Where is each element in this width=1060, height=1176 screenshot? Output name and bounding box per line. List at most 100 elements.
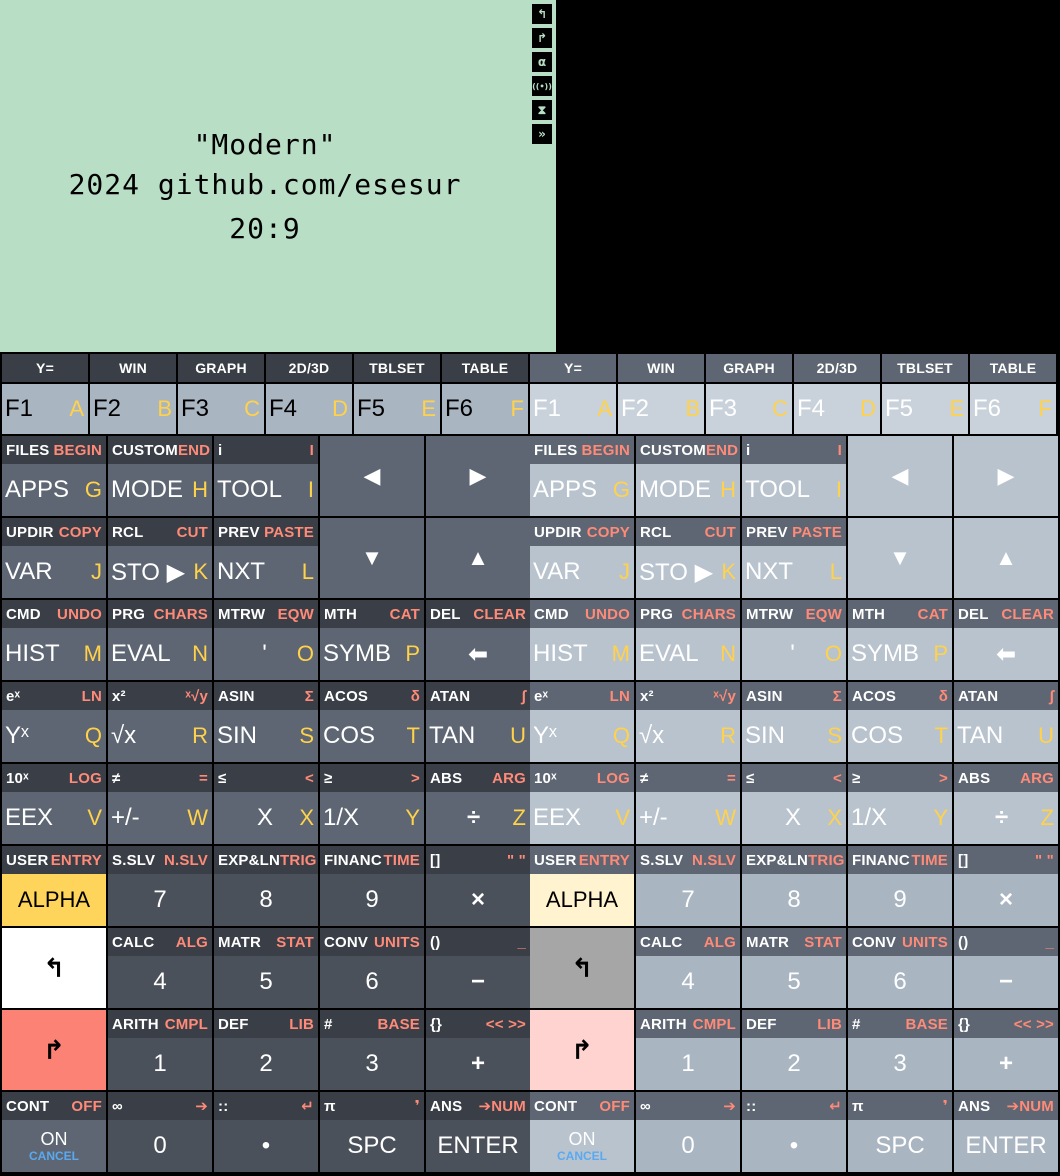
function-key-f3[interactable]: GRAPH F3 C (178, 354, 264, 434)
on-key[interactable]: CONT OFF ON CANCEL (2, 1092, 106, 1172)
eval-key[interactable]: PRG CHARS EVAL N (108, 600, 212, 680)
quote-key[interactable]: MTRW EQW ' O (742, 600, 846, 680)
tan-key[interactable]: ATAN ∫ TAN U (954, 682, 1058, 762)
n8-key[interactable]: EXP&LN TRIG 8 (214, 846, 318, 926)
right-key[interactable]: ▶ (954, 436, 1058, 516)
mode-key[interactable]: CUSTOM END MODE H (636, 436, 740, 516)
hist-key[interactable]: CMD UNDO HIST M (2, 600, 106, 680)
div-key[interactable]: ABS ARG ÷ Z (954, 764, 1058, 844)
nxt-key[interactable]: PREV PASTE NXT L (214, 518, 318, 598)
n6-key[interactable]: CONV UNITS 6 (848, 928, 952, 1008)
chs-key[interactable]: ≠ = +/- W (636, 764, 740, 844)
function-key-f1[interactable]: Y= F1 A (2, 354, 88, 434)
del-key[interactable]: DEL CLEAR ⬅ (954, 600, 1058, 680)
sqrt-key[interactable]: x² ˣ√y √x R (636, 682, 740, 762)
enter-key[interactable]: ANS ➔NUM ENTER (426, 1092, 530, 1172)
n4-key[interactable]: CALC ALG 4 (636, 928, 740, 1008)
add-key[interactable]: {} << >> + (426, 1010, 530, 1090)
inv-key[interactable]: ≥ >1/X Y (848, 764, 952, 844)
function-key-f3[interactable]: GRAPH F3 C (706, 354, 792, 434)
up-key[interactable]: ▲ (426, 518, 530, 598)
spc-key[interactable]: π ❜ SPC (320, 1092, 424, 1172)
n0-key[interactable]: ∞ ➔ 0 (636, 1092, 740, 1172)
add-key[interactable]: {} << >> + (954, 1010, 1058, 1090)
eex-key[interactable]: 10ˣ LOG EEX V (530, 764, 634, 844)
apps-key[interactable]: FILES BEGIN APPS G (2, 436, 106, 516)
n0-key[interactable]: ∞ ➔ 0 (108, 1092, 212, 1172)
rshift-key[interactable]: ↱ (530, 1010, 634, 1090)
del-key[interactable]: DEL CLEAR ⬅ (426, 600, 530, 680)
x-key[interactable]: ≤ < X X (742, 764, 846, 844)
sto-key[interactable]: RCL CUT STO ▶ K (108, 518, 212, 598)
yx-key[interactable]: eˣ LN Yˣ Q (530, 682, 634, 762)
left-key[interactable]: ◀ (848, 436, 952, 516)
quote-key[interactable]: MTRW EQW ' O (214, 600, 318, 680)
cos-key[interactable]: ACOS δ COS T (848, 682, 952, 762)
sub-key[interactable]: () _ − (954, 928, 1058, 1008)
sin-key[interactable]: ASIN Σ SIN S (742, 682, 846, 762)
symb-key[interactable]: MTH CAT SYMB P (848, 600, 952, 680)
sub-key[interactable]: () _ − (426, 928, 530, 1008)
chs-key[interactable]: ≠ = +/- W (108, 764, 212, 844)
var-key[interactable]: UPDIR COPY VAR J (2, 518, 106, 598)
n4-key[interactable]: CALC ALG 4 (108, 928, 212, 1008)
mul-key[interactable]: [] " " × (426, 846, 530, 926)
function-key-f1[interactable]: Y= F1 A (530, 354, 616, 434)
inv-key[interactable]: ≥ >1/X Y (320, 764, 424, 844)
hist-key[interactable]: CMD UNDO HIST M (530, 600, 634, 680)
mode-key[interactable]: CUSTOM END MODE H (108, 436, 212, 516)
function-key-f4[interactable]: 2D/3D F4 D (794, 354, 880, 434)
n7-key[interactable]: S.SLV N.SLV 7 (636, 846, 740, 926)
enter-key[interactable]: ANS ➔NUM ENTER (954, 1092, 1058, 1172)
n2-key[interactable]: DEF LIB 2 (742, 1010, 846, 1090)
n9-key[interactable]: FINANC TIME 9 (320, 846, 424, 926)
apps-key[interactable]: FILES BEGIN APPS G (530, 436, 634, 516)
function-key-f5[interactable]: TBLSET F5 E (354, 354, 440, 434)
up-key[interactable]: ▲ (954, 518, 1058, 598)
lshift-key[interactable]: ↰ (2, 928, 106, 1008)
n3-key[interactable]: # BASE 3 (848, 1010, 952, 1090)
tan-key[interactable]: ATAN ∫ TAN U (426, 682, 530, 762)
n1-key[interactable]: ARITH CMPL 1 (636, 1010, 740, 1090)
lshift-key[interactable]: ↰ (530, 928, 634, 1008)
function-key-f5[interactable]: TBLSET F5 E (882, 354, 968, 434)
function-key-f2[interactable]: WIN F2 B (618, 354, 704, 434)
dot-key[interactable]: :: ↵ • (214, 1092, 318, 1172)
function-key-f4[interactable]: 2D/3D F4 D (266, 354, 352, 434)
right-key[interactable]: ▶ (426, 436, 530, 516)
eex-key[interactable]: 10ˣ LOG EEX V (2, 764, 106, 844)
spc-key[interactable]: π ❜ SPC (848, 1092, 952, 1172)
on-key[interactable]: CONT OFF ON CANCEL (530, 1092, 634, 1172)
down-key[interactable]: ▼ (320, 518, 424, 598)
var-key[interactable]: UPDIR COPY VAR J (530, 518, 634, 598)
alpha-key[interactable]: USER ENTRY ALPHA (530, 846, 634, 926)
n5-key[interactable]: MATR STAT 5 (742, 928, 846, 1008)
div-key[interactable]: ABS ARG ÷ Z (426, 764, 530, 844)
n3-key[interactable]: # BASE 3 (320, 1010, 424, 1090)
cos-key[interactable]: ACOS δ COS T (320, 682, 424, 762)
yx-key[interactable]: eˣ LN Yˣ Q (2, 682, 106, 762)
down-key[interactable]: ▼ (848, 518, 952, 598)
function-key-f6[interactable]: TABLE F6 F (970, 354, 1056, 434)
alpha-key[interactable]: USER ENTRY ALPHA (2, 846, 106, 926)
n2-key[interactable]: DEF LIB 2 (214, 1010, 318, 1090)
sin-key[interactable]: ASIN Σ SIN S (214, 682, 318, 762)
n8-key[interactable]: EXP&LN TRIG 8 (742, 846, 846, 926)
function-key-f2[interactable]: WIN F2 B (90, 354, 176, 434)
rshift-key[interactable]: ↱ (2, 1010, 106, 1090)
n6-key[interactable]: CONV UNITS 6 (320, 928, 424, 1008)
n9-key[interactable]: FINANC TIME 9 (848, 846, 952, 926)
eval-key[interactable]: PRG CHARS EVAL N (636, 600, 740, 680)
n5-key[interactable]: MATR STAT 5 (214, 928, 318, 1008)
sqrt-key[interactable]: x² ˣ√y √x R (108, 682, 212, 762)
left-key[interactable]: ◀ (320, 436, 424, 516)
mul-key[interactable]: [] " " × (954, 846, 1058, 926)
function-key-f6[interactable]: TABLE F6 F (442, 354, 528, 434)
tool-key[interactable]: i I TOOL I (214, 436, 318, 516)
tool-key[interactable]: i I TOOL I (742, 436, 846, 516)
sto-key[interactable]: RCL CUT STO ▶ K (636, 518, 740, 598)
symb-key[interactable]: MTH CAT SYMB P (320, 600, 424, 680)
n7-key[interactable]: S.SLV N.SLV 7 (108, 846, 212, 926)
dot-key[interactable]: :: ↵ • (742, 1092, 846, 1172)
nxt-key[interactable]: PREV PASTE NXT L (742, 518, 846, 598)
